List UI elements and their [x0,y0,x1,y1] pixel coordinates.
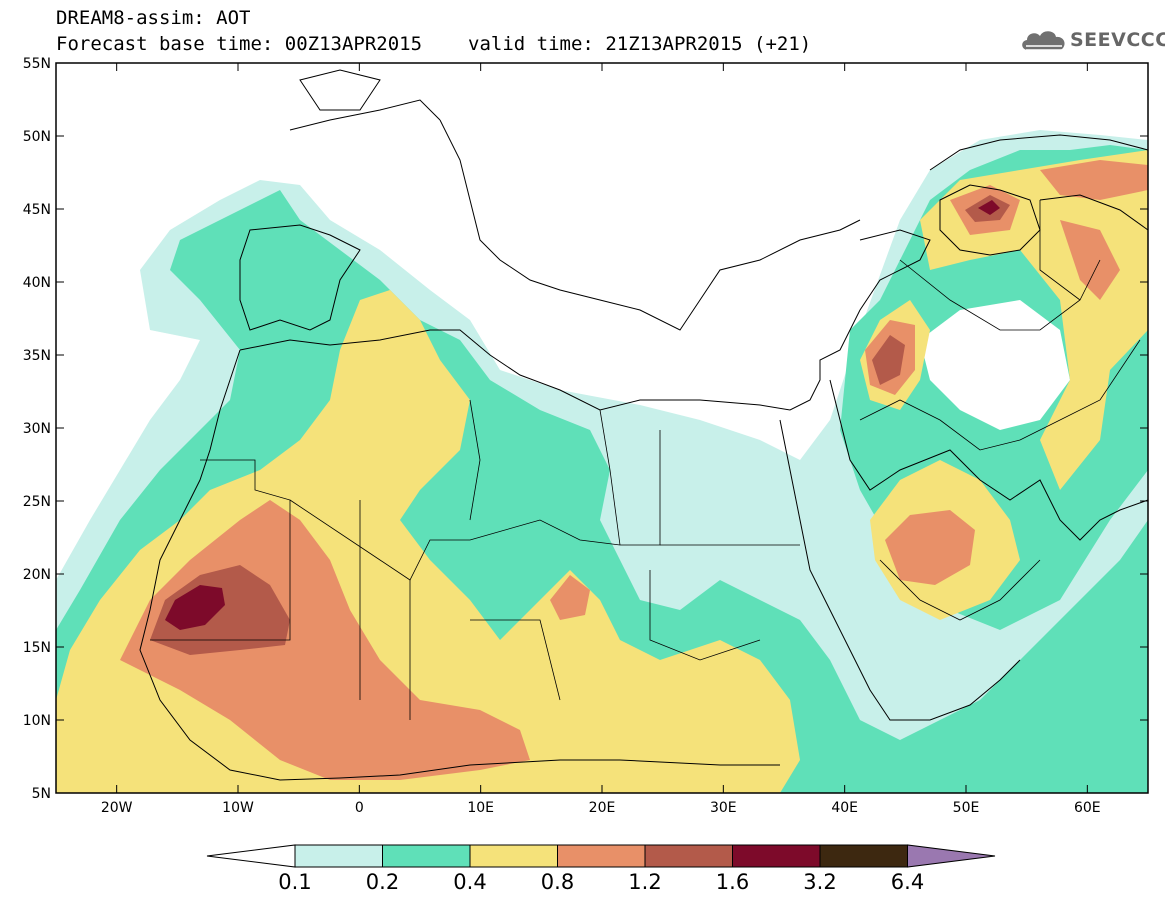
colorbar-label: 0.8 [540,870,575,894]
lon-tick-label: 20W [101,800,133,816]
aot-level-1.2 [872,335,905,385]
aot-level-1.6 [978,200,1000,215]
colorbar-label: 3.2 [803,870,837,894]
lat-tick-label: 15N [23,640,51,656]
lat-tick-label: 55N [23,56,51,72]
lat-tick-labels: 55N 50N 45N 40N 35N 30N 25N 20N 15N 10N 5N [23,56,51,802]
colorbar-segment [819,844,908,868]
colorbar-label: 6.4 [890,870,925,894]
lat-tick-label: 45N [23,202,51,218]
lon-tick-label: 0 [355,800,364,816]
aot-level-0.8 [1040,160,1148,200]
logo-text: SEEVCCC [1070,29,1165,51]
lat-tick-label: 20N [23,567,51,583]
colorbar-low-arrow [206,844,296,868]
aot-level-0.8 [550,575,590,620]
colorbar-label: 0.4 [453,870,487,894]
colorbar-label: 1.2 [628,870,662,894]
aot-field [56,130,1148,793]
colorbar-segment [294,844,383,868]
country-borders [150,200,1141,720]
lat-tick-label: 5N [32,786,51,802]
lat-tick-label: 25N [23,494,51,510]
colorbar-labels: 0.1 0.2 0.4 0.8 1.2 1.6 3.2 6.4 [0,870,1165,900]
lat-tick-label: 50N [23,129,51,145]
lat-tick-label: 40N [23,275,51,291]
coastlines [139,69,1148,781]
aot-level-0.8 [1060,220,1120,300]
lon-tick-label: 20E [589,800,616,816]
colorbar-segment [732,844,821,868]
lon-tick-labels: 20W 10W 0 10E 20E 30E 40E 50E 60E [101,800,1101,816]
colorbar-label: 1.6 [715,870,750,894]
lon-tick-label: 60E [1074,800,1101,816]
tick-marks [56,62,1148,794]
colorbar-label: 0.2 [365,870,400,894]
colorbar-label: 0.1 [278,870,312,894]
forecast-base-time: Forecast base time: 00Z13APR2015 [56,33,423,55]
lon-tick-label: 10W [222,800,254,816]
colorbar-segment [557,844,646,868]
aot-level-0.8 [885,510,975,585]
lon-tick-label: 30E [710,800,737,816]
lat-tick-label: 10N [23,713,51,729]
colorbar-segment [644,844,733,868]
lon-tick-label: 40E [831,800,858,816]
seevccc-logo: SEEVCCC [1018,24,1165,56]
time-info: Forecast base time: 00Z13APR2015 valid ti… [56,34,811,55]
lat-tick-label: 30N [23,421,51,437]
colorbar-segment [469,844,558,868]
lon-tick-label: 10E [467,800,494,816]
colorbar-high-arrow [907,844,996,868]
colorbar [206,844,996,868]
lon-tick-label: 50E [953,800,980,816]
chart-title: DREAM8-assim: AOT [56,7,251,29]
cloud-icon [1022,31,1065,51]
lat-tick-label: 35N [23,348,51,364]
valid-time: valid time: 21Z13APR2015 (+21) [468,33,812,55]
colorbar-segment [382,844,471,868]
aot-level-1.6 [165,585,225,630]
